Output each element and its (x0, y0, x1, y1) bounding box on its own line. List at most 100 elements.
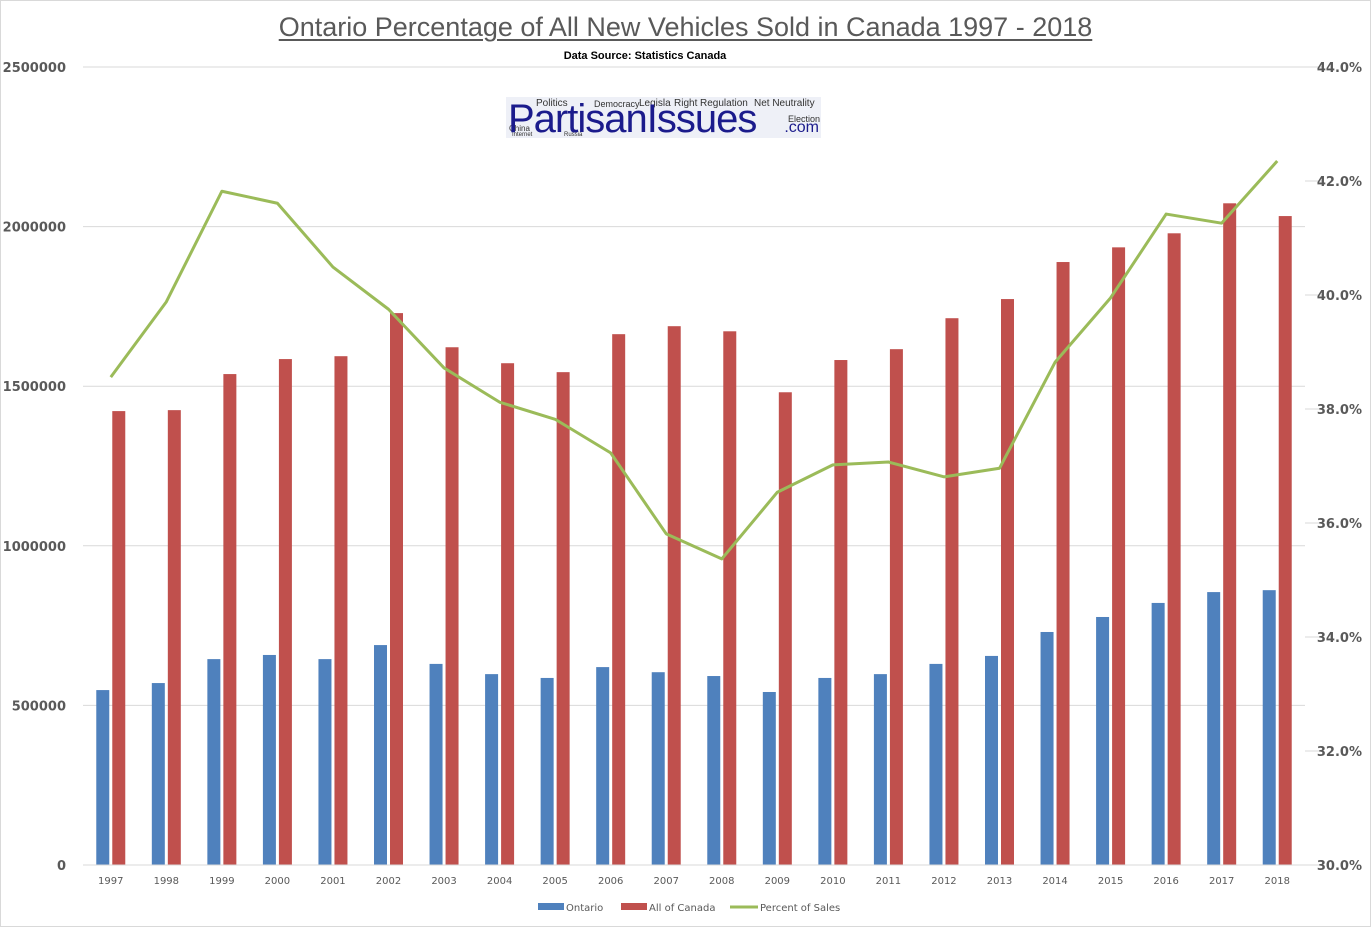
bar-ontario-2014 (1040, 631, 1054, 865)
right-axis-tick-label: 44.0% (1317, 61, 1362, 76)
legend-swatch-all-of-canada (621, 903, 647, 910)
watermark-suffix: .com (784, 119, 819, 136)
bar-ontario-2011 (873, 674, 887, 865)
x-axis-tick-label: 2016 (1153, 876, 1178, 887)
bar-all-of-canada-2006 (612, 334, 626, 865)
watermark-logo: Politics Democracy Legisla Right Regulat… (506, 97, 821, 138)
bar-ontario-2015 (1096, 616, 1110, 865)
bar-all-of-canada-2018 (1278, 216, 1292, 865)
watermark-tag: Democracy (594, 99, 640, 109)
x-axis-tick-label: 2008 (709, 876, 734, 887)
bar-all-of-canada-1998 (167, 410, 181, 865)
bar-all-of-canada-1997 (112, 411, 126, 865)
bar-ontario-2012 (929, 663, 943, 865)
watermark-tag: Internet (512, 132, 533, 138)
bar-ontario-2017 (1207, 592, 1221, 865)
left-axis-tick-label: 500000 (12, 699, 66, 714)
bar-ontario-2016 (1151, 602, 1165, 865)
bar-ontario-1997 (96, 690, 110, 865)
bar-ontario-2010 (818, 677, 832, 865)
chart-title-text: Ontario Percentage of All New Vehicles S… (278, 12, 1093, 42)
x-axis-tick-label: 2007 (654, 876, 679, 887)
bar-all-of-canada-2000 (278, 359, 292, 865)
x-axis-tick-label: 2012 (931, 876, 956, 887)
right-y-axis: 30.0% 32.0% 34.0% 36.0% 38.0% 40.0% 42.0% 44.0% (1305, 61, 1362, 874)
line-series (109, 160, 1279, 561)
legend: Ontario All of Canada Percent of Sales (538, 903, 840, 914)
bar-all-of-canada-2016 (1167, 233, 1181, 865)
bar-ontario-2002 (374, 645, 387, 865)
bar-all-of-canada-2007 (667, 326, 681, 865)
bar-all-of-canada-2001 (334, 356, 348, 865)
x-axis-tick-label: 1998 (154, 876, 179, 887)
right-axis-tick-label: 40.0% (1317, 289, 1362, 304)
bar-ontario-2004 (485, 674, 499, 865)
left-axis-tick-label: 1500000 (3, 380, 66, 395)
bar-all-of-canada-2013 (1001, 299, 1014, 865)
x-axis-tick-label: 2009 (765, 876, 790, 887)
x-axis-tick-label: 2006 (598, 876, 623, 887)
x-axis-tick-label: 2018 (1265, 876, 1290, 887)
left-axis-tick-label: 2000000 (3, 221, 66, 236)
bar-all-of-canada-2005 (556, 372, 570, 865)
chart-subtitle: Data Source: Statistics Canada (563, 50, 727, 62)
bar-all-of-canada-2014 (1056, 262, 1070, 865)
watermark-tag: Election (788, 114, 821, 124)
x-axis-tick-label: 2014 (1042, 876, 1067, 887)
watermark-main-text: PartisanIssues (508, 97, 757, 138)
bar-ontario-2008 (707, 676, 721, 865)
x-axis-tick-label: 2005 (542, 876, 567, 887)
right-axis-tick-label: 34.0% (1317, 631, 1362, 646)
legend-label: Percent of Sales (760, 903, 840, 914)
bar-ontario-2000 (262, 654, 276, 865)
x-axis-tick-label: 2013 (987, 876, 1012, 887)
bar-ontario-1998 (151, 683, 165, 865)
left-axis-tick-label: 0 (57, 859, 66, 874)
watermark-tag: Legisla (639, 98, 671, 109)
legend-swatch-ontario (538, 903, 564, 910)
bar-ontario-2005 (540, 677, 554, 865)
left-y-axis: 0 500000 1000000 1500000 2000000 2500000 (3, 61, 66, 874)
bar-all-of-canada-2009 (778, 392, 792, 865)
x-axis-tick-label: 2004 (487, 876, 512, 887)
bar-all-of-canada-1999 (223, 374, 237, 865)
bar-all-of-canada-2002 (390, 313, 403, 865)
bar-ontario-2013 (985, 655, 998, 865)
bar-all-of-canada-2004 (501, 363, 515, 865)
right-axis-tick-label: 30.0% (1317, 859, 1362, 874)
left-axis-tick-label: 1000000 (3, 540, 66, 555)
right-axis-tick-label: 42.0% (1317, 175, 1362, 190)
bar-all-of-canada-2017 (1223, 203, 1237, 865)
bar-all-of-canada-2015 (1112, 247, 1126, 865)
x-axis-tick-label: 1997 (98, 876, 123, 887)
watermark-tag: Politics (536, 98, 568, 109)
bar-all-of-canada-2010 (834, 360, 848, 865)
watermark-tag: Right (674, 98, 698, 109)
right-axis-tick-label: 32.0% (1317, 745, 1362, 760)
bar-ontario-2003 (429, 663, 443, 865)
bar-series (96, 203, 1292, 866)
watermark-tag: Regulation (700, 98, 748, 109)
line-percent-of-sales (109, 160, 1279, 561)
x-axis-tick-label: 2003 (431, 876, 456, 887)
bar-ontario-2001 (318, 659, 332, 865)
bar-all-of-canada-2003 (445, 347, 459, 866)
watermark-tag: China (509, 124, 530, 133)
legend-label: All of Canada (649, 903, 715, 914)
x-axis-tick-label: 2001 (320, 876, 345, 887)
legend-label: Ontario (566, 903, 603, 914)
watermark-tag: Russia (564, 132, 583, 138)
bar-all-of-canada-2008 (723, 331, 737, 865)
bar-ontario-2009 (762, 691, 776, 865)
bar-all-of-canada-2012 (945, 318, 959, 865)
x-axis-tick-label: 1999 (209, 876, 234, 887)
bar-ontario-2007 (651, 672, 665, 865)
x-axis: 1997 1998 1999 2000 2001 2002 2003 2004 2005 2006… (83, 864, 1305, 887)
watermark-tag: Net Neutrality (754, 98, 815, 109)
right-axis-tick-label: 36.0% (1317, 517, 1362, 532)
left-axis-tick-label: 2500000 (3, 61, 66, 76)
x-axis-tick-label: 2002 (376, 876, 401, 887)
x-axis-tick-label: 2000 (265, 876, 290, 887)
chart-title: Ontario Percentage of All New Vehicles S… (0, 12, 1371, 43)
